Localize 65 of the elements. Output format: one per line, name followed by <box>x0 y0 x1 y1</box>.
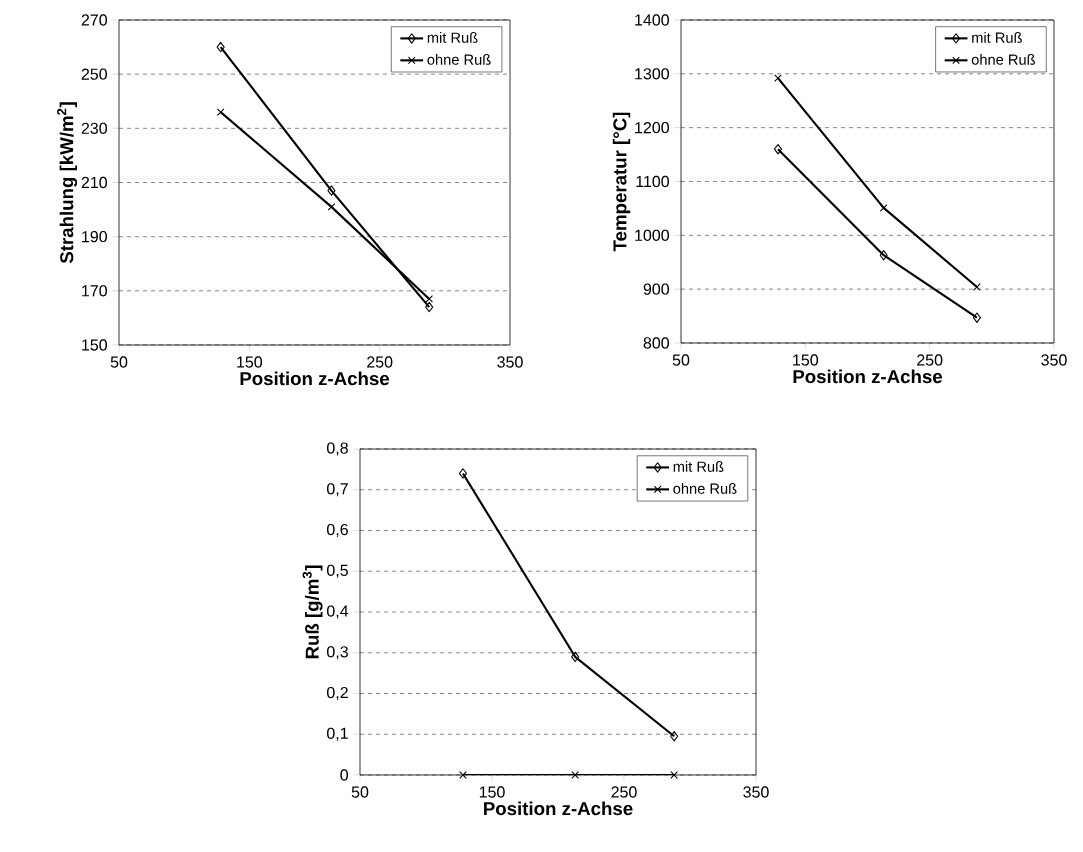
x-axis-title: Position z-Achse <box>240 371 390 386</box>
point <box>571 651 580 663</box>
y-tick-label: 170 <box>82 285 108 297</box>
x-tick-label: 150 <box>479 786 505 798</box>
y-tick-label: 190 <box>82 230 108 243</box>
legend-label: ohne Ruß <box>427 54 491 65</box>
y-tick-label: 0,2 <box>327 686 348 701</box>
point <box>458 468 467 479</box>
y-tick-label: 0 <box>340 769 349 781</box>
x-axis-title: Position z-Achse <box>793 369 943 384</box>
y-tick-label: 270 <box>81 14 108 26</box>
x-tick-label: 50 <box>351 786 369 798</box>
y-tick-label: 1000 <box>635 229 669 241</box>
x-tick-label: 250 <box>917 354 943 366</box>
point <box>670 731 679 742</box>
point <box>216 108 225 116</box>
point <box>773 143 783 155</box>
y-axis-title: Strahlung [kW/m$^{2}$] <box>57 102 78 264</box>
x-tick-label: 150 <box>237 356 263 368</box>
legend-label: mit Ruß <box>673 461 724 472</box>
point <box>216 41 225 53</box>
y-tick-label: 150 <box>82 339 108 351</box>
y-tick-label: 0,3 <box>327 646 348 660</box>
point <box>670 771 678 779</box>
point <box>879 204 888 212</box>
y-tick-label: 0,1 <box>327 727 348 741</box>
legend-label: mit Ruß <box>427 32 478 43</box>
point <box>571 771 579 779</box>
x-tick-label: 350 <box>497 356 523 368</box>
x-tick-label: 50 <box>672 354 690 366</box>
x-tick-label: 50 <box>110 356 128 368</box>
x-tick-label: 350 <box>1041 354 1067 366</box>
y-tick-label: 250 <box>81 68 108 80</box>
point <box>327 185 336 196</box>
point <box>425 301 434 313</box>
point <box>459 771 467 779</box>
y-tick-label: 1300 <box>635 68 669 80</box>
point <box>327 203 336 211</box>
point <box>425 295 434 303</box>
y-axis-title: Ruß [g/m$^{3}$] <box>302 565 323 659</box>
y-tick-label: 800 <box>643 337 669 349</box>
legend-label: ohne Ruß <box>971 54 1035 65</box>
point <box>774 74 782 82</box>
y-tick-label: 1100 <box>636 175 669 188</box>
point <box>973 283 981 291</box>
y-tick-label: 1200 <box>635 122 669 134</box>
y-tick-label: 900 <box>643 283 669 295</box>
legend-label: ohne Ruß <box>673 483 737 494</box>
y-tick-label: 230 <box>81 122 108 134</box>
point <box>879 250 888 261</box>
y-tick-label: 0,6 <box>327 523 348 538</box>
y-axis-title: Temperatur [°C] <box>612 112 631 252</box>
x-tick-label: 150 <box>793 354 819 366</box>
point <box>972 312 981 323</box>
y-tick-label: 210 <box>81 176 108 189</box>
y-tick-label: 0,7 <box>327 483 348 497</box>
y-tick-label: 0,8 <box>327 442 348 456</box>
x-tick-label: 250 <box>611 786 637 798</box>
x-tick-label: 250 <box>367 356 393 368</box>
x-axis-title: Position z-Achse <box>484 801 633 816</box>
y-tick-label: 0,4 <box>327 605 349 619</box>
y-tick-label: 0,5 <box>327 564 348 578</box>
y-tick-label: 1400 <box>635 14 669 26</box>
x-tick-label: 350 <box>743 786 769 798</box>
legend-label: mit Ruß <box>972 32 1022 43</box>
